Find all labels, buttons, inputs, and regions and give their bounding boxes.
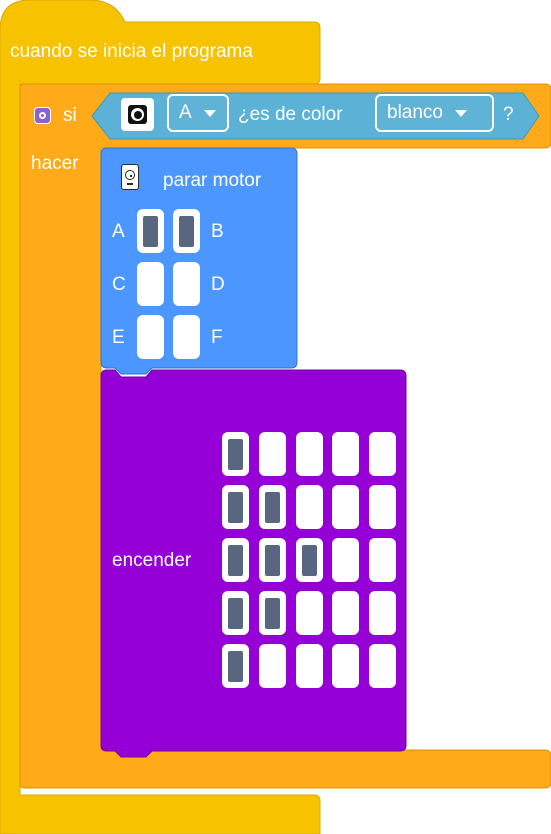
led-cell[interactable] xyxy=(369,485,396,529)
led-cell[interactable] xyxy=(222,485,249,529)
led-cell[interactable] xyxy=(369,432,396,476)
color-dropdown-value: blanco xyxy=(387,102,443,123)
led-cell[interactable] xyxy=(222,644,249,688)
led-cell[interactable] xyxy=(296,538,323,582)
do-label: hacer xyxy=(31,153,79,174)
led-cell[interactable] xyxy=(296,485,323,529)
stop-motor-label: parar motor xyxy=(163,170,262,191)
chevron-down-icon xyxy=(203,109,216,117)
port-label-c: C xyxy=(112,274,126,295)
led-cell[interactable] xyxy=(369,644,396,688)
condition-question: ¿es de color xyxy=(238,104,343,125)
question-mark: ? xyxy=(503,104,514,125)
led-cell[interactable] xyxy=(259,644,286,688)
led-cell[interactable] xyxy=(369,538,396,582)
port-label-d: D xyxy=(211,274,225,295)
led-cell[interactable] xyxy=(296,644,323,688)
led-cell[interactable] xyxy=(222,538,249,582)
color-dropdown[interactable]: blanco xyxy=(375,94,494,132)
port-toggle-f[interactable] xyxy=(173,315,200,359)
port-toggle-e[interactable] xyxy=(137,315,164,359)
gear-icon xyxy=(34,107,51,124)
led-cell[interactable] xyxy=(222,591,249,635)
port-label-a: A xyxy=(112,221,125,242)
led-cell[interactable] xyxy=(259,432,286,476)
color-sensor-icon xyxy=(121,98,154,131)
light-up-label: encender xyxy=(112,550,192,571)
if-label: si xyxy=(63,105,77,126)
led-cell[interactable] xyxy=(259,485,286,529)
port-toggle-b[interactable] xyxy=(173,209,200,253)
port-toggle-c[interactable] xyxy=(137,262,164,306)
port-label-e: E xyxy=(112,327,125,348)
led-cell[interactable] xyxy=(296,432,323,476)
led-cell[interactable] xyxy=(332,538,359,582)
led-cell[interactable] xyxy=(332,485,359,529)
port-toggle-d[interactable] xyxy=(173,262,200,306)
led-cell[interactable] xyxy=(332,432,359,476)
led-cell[interactable] xyxy=(259,538,286,582)
motor-icon xyxy=(121,164,139,190)
event-hat-block[interactable] xyxy=(0,0,321,834)
if-block[interactable] xyxy=(19,83,551,789)
led-cell[interactable] xyxy=(296,591,323,635)
port-label-f: F xyxy=(211,327,223,348)
led-cell[interactable] xyxy=(222,432,249,476)
led-cell[interactable] xyxy=(332,644,359,688)
led-cell[interactable] xyxy=(369,591,396,635)
led-cell[interactable] xyxy=(332,591,359,635)
led-cell[interactable] xyxy=(259,591,286,635)
port-dropdown-value: A xyxy=(179,102,192,123)
port-toggle-a[interactable] xyxy=(137,209,164,253)
port-dropdown[interactable]: A xyxy=(167,94,229,132)
hat-block-label: cuando se inicia el programa xyxy=(10,41,253,62)
chevron-down-icon xyxy=(455,109,467,117)
port-label-b: B xyxy=(211,221,224,242)
light-up-block[interactable] xyxy=(100,369,407,758)
